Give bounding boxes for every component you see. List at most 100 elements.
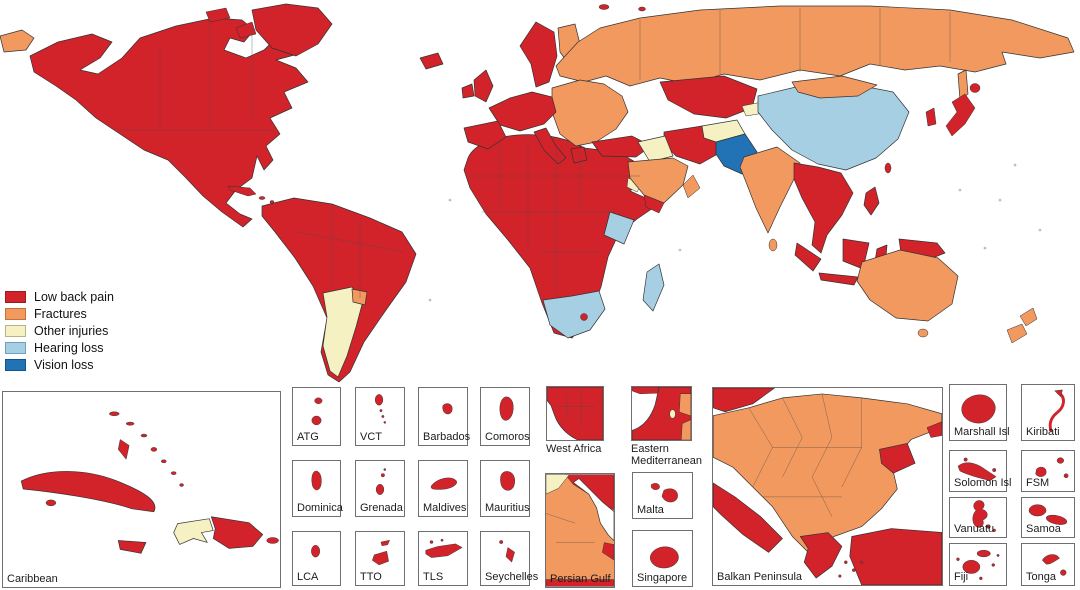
kiribati-atolls <box>1048 389 1065 432</box>
pg-south-strip <box>546 579 614 587</box>
isle-of-youth <box>45 499 57 507</box>
tto-islands <box>372 539 390 566</box>
fiji-islands <box>956 549 1000 580</box>
balkan-orange-mass <box>713 393 942 557</box>
persian-gulf-water <box>572 478 614 542</box>
inset-fsm: FSM <box>1021 450 1075 492</box>
legend-item-other-injuries: Other injuries <box>5 322 114 339</box>
legend-swatch-hearing-loss <box>5 341 26 354</box>
inset-vct-label: VCT <box>360 431 382 443</box>
map-legend: Low back pain Fractures Other injuries H… <box>5 288 114 373</box>
legend-swatch-fractures <box>5 307 26 320</box>
region-greece <box>570 146 588 164</box>
maldives-island <box>430 477 457 490</box>
legend-swatch-low-back-pain <box>5 290 26 303</box>
vanuatu-islands <box>972 500 996 533</box>
balkan-greece-red <box>799 532 843 579</box>
inset-caribbean: Caribbean <box>2 391 281 588</box>
region-lesotho <box>580 313 588 321</box>
inset-cuba-shape <box>20 471 156 513</box>
comoros-island <box>499 396 514 421</box>
region-russia <box>555 5 1075 87</box>
dominica-island <box>311 470 322 491</box>
country-interior-borders <box>118 8 951 298</box>
inset-dominica: Dominica <box>292 460 343 517</box>
inset-fsm-label: FSM <box>1026 477 1050 489</box>
vct-islands <box>374 394 386 424</box>
bahamas-islands <box>109 411 184 487</box>
inset-balkan: Balkan Peninsula <box>712 387 943 586</box>
inset-tonga: Tonga <box>1021 543 1075 586</box>
region-philippines <box>863 186 880 216</box>
region-north-america <box>29 17 309 228</box>
inset-persian-gulf: Persian Gulf <box>545 473 615 588</box>
balkan-turkey-red <box>849 528 942 585</box>
region-sakhalin <box>957 69 969 101</box>
region-korea <box>925 107 937 127</box>
region-japan <box>945 83 981 137</box>
inset-tls-label: TLS <box>423 571 444 583</box>
legend-item-fractures: Fractures <box>5 305 114 322</box>
legend-label: Other injuries <box>34 323 109 338</box>
inset-caribbean-label: Caribbean <box>7 573 58 585</box>
inset-balkan-label: Balkan Peninsula <box>717 571 803 583</box>
region-iberia <box>463 120 507 150</box>
pg-uae-oman-coast <box>602 542 614 561</box>
lca-island <box>311 545 321 558</box>
balkan-moldova-red <box>879 443 916 474</box>
malta-islands <box>650 483 678 503</box>
emed-southeast-orange <box>681 419 691 440</box>
inset-comoros-label: Comoros <box>485 431 530 443</box>
grenada-islands <box>375 468 387 495</box>
inset-atg: ATG <box>292 387 341 446</box>
region-australia <box>856 249 959 322</box>
inset-atg-label: ATG <box>297 431 319 443</box>
balkan-austria-red <box>713 388 775 413</box>
inset-jamaica <box>117 540 147 554</box>
legend-item-hearing-loss: Hearing loss <box>5 339 114 356</box>
inset-grenada: Grenada <box>355 460 405 517</box>
world-map <box>0 3 1075 383</box>
inset-singapore: Singapore <box>632 530 693 587</box>
inset-tls: TLS <box>418 531 468 586</box>
seychelles-islands <box>499 540 515 563</box>
inset-dominica-label: Dominica <box>297 502 343 514</box>
inset-persian-gulf-label: Persian Gulf <box>550 573 611 585</box>
balkan-crimea-red <box>926 421 942 438</box>
legend-label: Vision loss <box>34 357 94 372</box>
region-madagascar <box>642 263 665 312</box>
inset-eastern-mediterranean <box>631 386 692 441</box>
tls-island <box>425 538 463 558</box>
inset-comoros: Comoros <box>480 387 530 446</box>
inset-singapore-label: Singapore <box>637 572 688 584</box>
inset-solomon: Solomon Isl <box>949 450 1011 492</box>
region-ireland <box>461 83 475 99</box>
inset-dominican-republic <box>210 516 264 549</box>
region-kazakhstan <box>659 75 758 119</box>
region-java <box>818 272 859 286</box>
inset-kiribati-label: Kiribati <box>1026 426 1060 438</box>
inset-seychelles: Seychelles <box>480 531 538 586</box>
legend-item-vision-loss: Vision loss <box>5 356 114 373</box>
russia-wrap-region <box>0 29 35 53</box>
region-iceland <box>419 52 444 70</box>
inset-lca: LCA <box>292 531 341 586</box>
inset-vct: VCT <box>355 387 405 446</box>
region-india <box>739 146 801 234</box>
solomon-islands <box>957 457 997 481</box>
inset-puerto-rico <box>266 537 279 544</box>
inset-vanuatu-label: Vanuatu <box>954 523 995 535</box>
fsm-islands <box>1035 457 1069 479</box>
region-yemen <box>643 194 665 214</box>
region-caribbean-islands <box>227 185 275 204</box>
inset-maldives: Maldives <box>418 460 468 517</box>
inset-kiribati: Kiribati <box>1021 384 1075 441</box>
inset-solomon-label: Solomon Isl <box>954 477 1012 489</box>
west-africa-land <box>547 387 603 440</box>
region-saudi-arabia <box>627 157 689 204</box>
region-south-africa <box>542 290 606 339</box>
region-sumatra <box>794 242 822 272</box>
region-eastern-europe <box>551 79 629 147</box>
barbados-island <box>442 403 453 415</box>
